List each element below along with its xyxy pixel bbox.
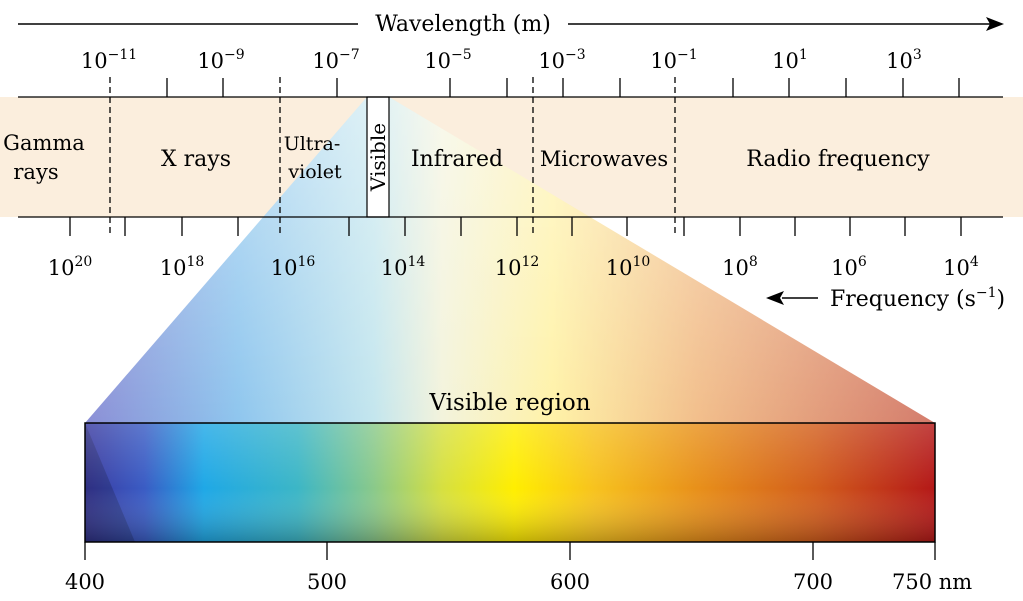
region-labels: Gamma rays X rays Ultra- violet Visible … — [3, 123, 930, 192]
region-uv-line1: Ultra- — [284, 133, 341, 155]
frequency-label-5: 1010 — [606, 254, 651, 280]
visible-label-700: 700 — [793, 570, 833, 594]
region-gamma-line2: rays — [13, 160, 58, 184]
frequency-ticks — [69, 217, 962, 236]
wavelength-ticks — [166, 78, 960, 97]
frequency-label-4: 1012 — [495, 254, 540, 280]
region-microwaves: Microwaves — [540, 147, 668, 171]
frequency-label-6: 108 — [722, 254, 758, 280]
region-infrared: Infrared — [411, 147, 503, 172]
wavelength-label-2: 10−7 — [312, 47, 359, 73]
visible-label-600: 600 — [550, 570, 590, 594]
visible-ticks — [84, 542, 936, 560]
visible-region-title: Visible region — [428, 390, 590, 416]
visible-label-750nm: 750 nm — [892, 570, 972, 594]
frequency-label-3: 1014 — [381, 254, 426, 280]
frequency-arrow-icon — [766, 291, 784, 305]
wavelength-label-6: 101 — [772, 47, 808, 73]
region-dividers — [109, 77, 676, 234]
spectrum-bar-border — [84, 422, 936, 543]
frequency-label-0: 1020 — [48, 254, 93, 280]
frequency-axis-title: Frequency (s−1) — [830, 285, 1005, 312]
frequency-tick-labels: 1020 1018 1016 1014 1012 1010 108 106 10… — [48, 254, 979, 280]
wavelength-tick-labels: 10−11 10−9 10−7 10−5 10−3 10−1 101 103 — [81, 47, 922, 73]
wavelength-label-3: 10−5 — [424, 47, 471, 73]
region-gamma-line1: Gamma — [3, 131, 85, 155]
frequency-label-8: 104 — [943, 254, 979, 280]
visible-projection-fan-shade — [85, 97, 935, 423]
frequency-label-1: 1018 — [160, 254, 205, 280]
wavelength-label-5: 10−1 — [650, 47, 697, 73]
wavelength-label-4: 10−3 — [538, 47, 585, 73]
wavelength-label-1: 10−9 — [197, 47, 244, 73]
wavelength-label-0: 10−11 — [81, 47, 137, 73]
region-visible: Visible — [366, 123, 390, 192]
spectrum-bar-shade — [85, 423, 935, 542]
region-uv-line2: violet — [287, 161, 342, 183]
wavelength-arrow-icon — [986, 17, 1004, 31]
frequency-label-7: 106 — [831, 254, 867, 280]
visible-tick-labels: 400 500 600 700 750 nm — [65, 570, 972, 594]
wavelength-label-7: 103 — [886, 47, 922, 73]
region-xrays: X rays — [161, 147, 231, 172]
visible-label-500: 500 — [307, 570, 347, 594]
wavelength-axis-title: Wavelength (m) — [375, 12, 551, 37]
frequency-label-2: 1016 — [271, 254, 316, 280]
visible-label-400: 400 — [65, 570, 105, 594]
region-radio: Radio frequency — [746, 147, 930, 172]
